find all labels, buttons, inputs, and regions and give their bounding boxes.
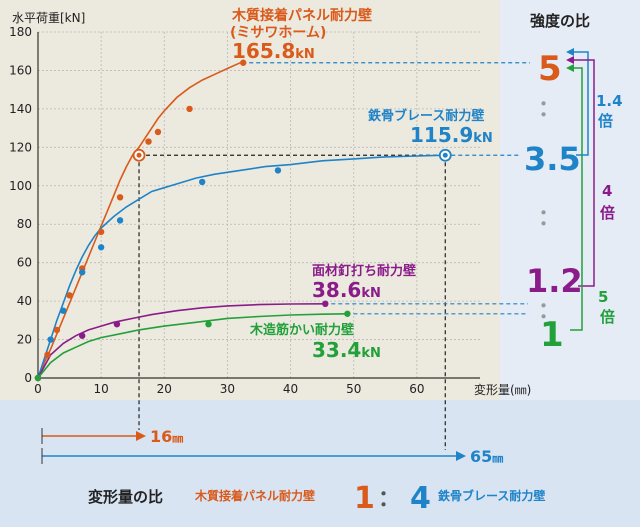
bracket-1-4-num: 1.4 (596, 92, 623, 110)
data-point-wood (66, 292, 73, 299)
data-point-steel (198, 178, 206, 186)
marker-wood-at-steel-load-dot (136, 152, 142, 158)
x-tick-label: 30 (220, 382, 235, 396)
series-value-steel: 115.9kN (410, 123, 493, 147)
deformation-left-name: 木質接着パネル耐力壁 (194, 488, 315, 503)
data-point-wood (97, 228, 105, 236)
bracket-5: 5 倍 (566, 64, 615, 331)
data-point-nail (79, 332, 86, 339)
data-point-wood (145, 138, 152, 145)
series-line-nail (37, 303, 326, 379)
series-label-wood-muscle: 木造筋かい耐力壁 (249, 322, 354, 338)
data-point-wood_muscle (344, 310, 351, 317)
x-tick-label: 20 (157, 382, 172, 396)
data-point-steel (97, 244, 105, 251)
ratio-sep-1: ： (538, 97, 560, 122)
ratio-value-wood-muscle: 1 (540, 315, 564, 355)
y-tick-label: 120 (9, 140, 32, 154)
bracket-1-4: 1.4 倍 (566, 48, 623, 156)
x-tick-label: 60 (409, 382, 424, 396)
series (37, 62, 446, 379)
bracket-5-unit: 倍 (600, 308, 615, 326)
data-point-steel (116, 217, 124, 224)
bracket-5-num: 5 (598, 288, 608, 306)
data-point-steel (47, 336, 54, 343)
series-label-nail: 面材釘打ち耐力壁 (312, 263, 416, 279)
series-value-wood: 165.8kN (232, 39, 315, 63)
series-value-wood-muscle: 33.4kN (312, 338, 381, 362)
data-point-wood (154, 128, 162, 136)
data-point-wood (186, 105, 193, 113)
data-point-wood_muscle (205, 320, 212, 328)
ratio-sep-2: ： (538, 206, 560, 231)
y-tick-label: 180 (9, 25, 32, 39)
x-tick-label: 0 (34, 382, 42, 396)
data-points (34, 59, 452, 382)
x-tick-label: 50 (346, 382, 361, 396)
arrow-65mm (41, 448, 466, 464)
bracket-1-4-unit: 倍 (598, 112, 613, 130)
marker-steel-peak-dot (442, 152, 448, 158)
series-line-wood_muscle (37, 313, 348, 379)
series-label-steel: 鉄骨ブレース耐力壁 (368, 108, 484, 124)
data-point-wood_muscle (34, 374, 42, 382)
data-point-wood (53, 326, 61, 334)
data-point-wood (116, 194, 124, 201)
data-point-wood (240, 59, 247, 66)
deformation-left-value: 1 (354, 481, 375, 516)
y-axis-label: 水平荷重[kN] (12, 11, 85, 25)
y-tick-label: 80 (17, 217, 32, 231)
y-tick-label: 140 (9, 102, 32, 116)
deformation-ratio-title: 変形量の比 (88, 488, 163, 506)
y-tick-labels: 0 20 40 60 80 100 120 140 160 180 (9, 25, 32, 385)
bracket-4: 4 倍 (566, 56, 615, 287)
series-value-nail: 38.6kN (312, 278, 381, 302)
deformation-right-name: 鉄骨ブレース耐力壁 (438, 488, 545, 503)
series-line-steel (37, 154, 446, 379)
label-65mm: 65㎜ (470, 447, 503, 466)
data-point-nail (322, 300, 329, 308)
series-label-wood: 木質接着パネル耐力壁 (231, 7, 372, 24)
y-tick-label: 60 (17, 256, 32, 270)
y-tick-label: 40 (17, 294, 32, 308)
ratio-value-wood: 5 (538, 49, 562, 89)
ratio-sep-3: ： (538, 299, 560, 324)
x-tick-label: 10 (94, 382, 109, 396)
bottom-panel-bg (0, 400, 640, 527)
series-line-wood (37, 62, 241, 379)
series-label-wood-maker: (ミサワホーム) (230, 25, 326, 41)
guide-lines (138, 62, 530, 450)
y-tick-label: 20 (17, 333, 32, 347)
arrow-16mm (41, 428, 146, 444)
ratio-value-steel: 3.5 (524, 140, 581, 178)
deformation-colon: ： (378, 487, 400, 512)
y-tick-label: 0 (24, 371, 32, 385)
x-tick-label: 40 (283, 382, 298, 396)
label-16mm: 16㎜ (150, 427, 183, 446)
data-point-nail (113, 320, 121, 328)
grid (38, 31, 480, 378)
ratio-value-nail: 1.2 (526, 262, 583, 300)
data-point-wood (44, 351, 51, 359)
y-tick-label: 100 (9, 179, 32, 193)
x-axis-label: 変形量(㎜) (474, 382, 531, 397)
bracket-4-num: 4 (602, 182, 612, 200)
data-point-steel (274, 167, 282, 174)
bracket-4-unit: 倍 (600, 204, 615, 222)
x-tick-labels: 0 10 20 30 40 50 60 (34, 382, 424, 396)
y-tick-label: 160 (9, 63, 32, 77)
data-point-steel (79, 269, 86, 276)
ratio-title: 強度の比 (530, 12, 590, 30)
data-point-steel (60, 307, 67, 314)
deformation-right-value: 4 (410, 481, 431, 516)
